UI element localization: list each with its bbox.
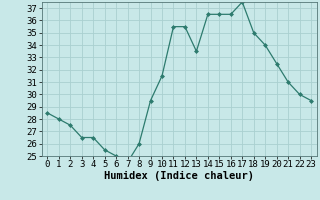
X-axis label: Humidex (Indice chaleur): Humidex (Indice chaleur)	[104, 171, 254, 181]
